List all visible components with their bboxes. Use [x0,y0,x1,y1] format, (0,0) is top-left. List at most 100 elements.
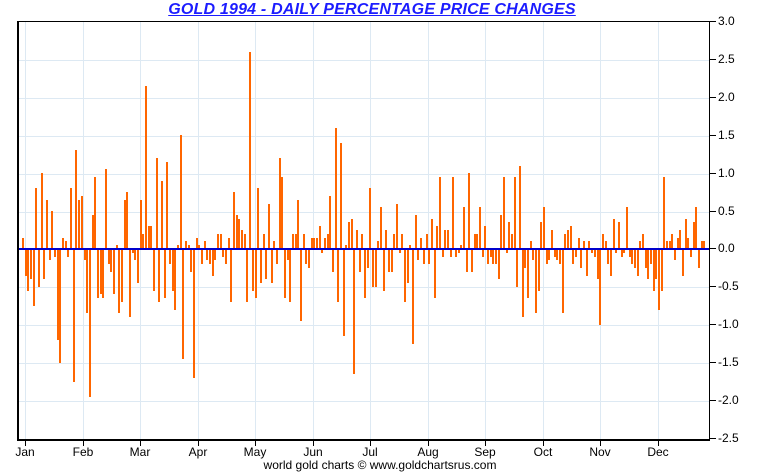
gridline-horizontal [19,363,709,364]
daily-change-bar [364,249,366,298]
daily-change-bar [537,249,540,291]
daily-change-bar [532,249,535,260]
daily-change-bar [326,234,329,249]
daily-change-bar [305,249,308,264]
y-axis-tick [710,173,716,174]
daily-change-bar [500,215,503,249]
daily-change-bar [692,222,695,249]
gridline-vertical [198,22,199,439]
daily-change-bar [561,249,564,313]
daily-change-bar [511,234,513,249]
daily-change-bar [78,200,81,249]
y-axis-tick [710,21,716,22]
y-axis-tick [710,97,716,98]
daily-change-bar [281,177,284,249]
daily-change-bar [131,249,134,253]
daily-change-bar [257,188,260,249]
daily-change-bar [633,249,636,268]
daily-change-bar [163,249,166,298]
daily-change-bar [235,215,238,249]
daily-change-bar [40,173,43,249]
daily-change-bar [91,215,94,249]
daily-change-bar [492,249,495,264]
daily-change-bar [577,238,580,249]
month-label: Oct [533,445,553,459]
daily-change-bar [682,249,684,276]
daily-change-bar [575,249,578,257]
daily-change-bar [516,249,519,287]
gridline-vertical [83,22,84,439]
daily-change-bar [433,249,436,298]
daily-change-bar [396,204,399,249]
daily-change-bar [72,249,75,382]
daily-change-bar [275,249,278,264]
daily-change-bar [219,234,222,249]
y-axis-tick [710,324,716,325]
daily-change-bar [385,230,388,249]
daily-change-bar [601,234,604,249]
daily-change-bar [524,249,527,268]
daily-change-bar [372,249,374,287]
daily-change-bar [43,249,46,279]
daily-change-bar [441,249,444,257]
daily-change-bar [203,241,206,249]
daily-change-bar [318,226,321,249]
daily-change-bar [478,207,481,249]
y-tick-label: -1.0 [718,317,739,331]
daily-change-bar [177,245,179,249]
daily-change-bar [529,241,532,249]
chart-title: GOLD 1994 - DAILY PERCENTAGE PRICE CHANG… [168,1,576,18]
daily-change-bar [206,249,209,260]
daily-change-bar [294,234,297,249]
daily-change-bar [468,173,471,249]
daily-change-bar [340,143,342,249]
daily-change-bar [668,241,671,249]
daily-change-bar [663,177,666,249]
daily-change-bar [473,234,476,249]
y-axis-tick [710,59,716,60]
daily-change-bar [150,226,153,249]
daily-change-bar [217,234,219,249]
daily-change-bar [96,249,99,298]
daily-change-bar [48,249,51,260]
daily-change-bar [567,230,570,249]
daily-change-bar [27,249,30,291]
daily-change-bar [209,249,211,264]
month-label: Dec [647,445,669,459]
daily-change-bar [201,249,203,264]
gridline-horizontal [19,98,709,99]
daily-change-bar [249,52,252,249]
daily-change-bar [273,241,276,249]
daily-change-bar [449,249,452,257]
daily-change-bar [599,249,602,325]
month-label: Mar [129,445,151,459]
daily-change-bar [644,249,647,268]
daily-change-bar [414,215,417,249]
daily-change-bar [551,230,553,249]
y-tick-label: -0.5 [718,279,739,293]
daily-change-bar [604,241,607,249]
daily-change-bar [660,249,663,291]
month-label: Jun [303,445,323,459]
daily-change-bar [639,241,642,249]
daily-change-bar [398,249,401,253]
daily-change-bar [179,135,182,249]
daily-change-bar [572,249,575,264]
daily-change-bar [24,249,27,276]
daily-change-bar [401,234,404,249]
daily-change-bar [657,249,660,310]
daily-change-bar [356,230,358,249]
daily-change-bar [139,200,142,249]
daily-change-bar [337,249,340,302]
daily-change-bar [345,245,348,249]
daily-change-bar [238,219,241,249]
daily-change-bar [457,249,460,253]
daily-change-bar [94,177,97,249]
daily-change-bar [617,222,620,249]
daily-change-bar [486,249,489,264]
daily-change-bar [380,207,382,249]
y-axis-tick [710,248,716,249]
daily-change-bar [353,249,356,374]
daily-change-bar [430,219,433,249]
